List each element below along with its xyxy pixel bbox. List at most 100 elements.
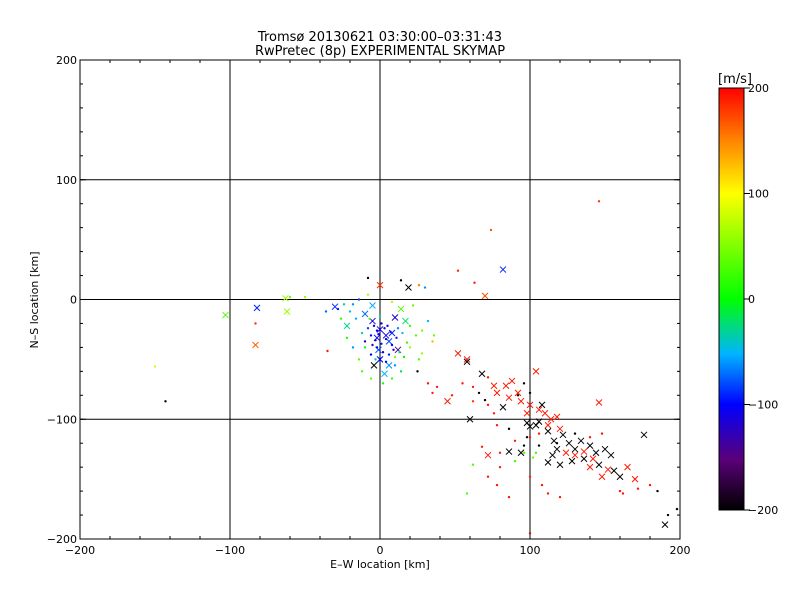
- data-point-dot: [380, 342, 383, 346]
- data-point-dot: [164, 400, 167, 403]
- cross-stroke: [556, 425, 564, 433]
- cross-stroke: [550, 437, 558, 445]
- data-point-cross: [544, 427, 552, 435]
- x-tick-label: −200: [65, 544, 95, 557]
- cross-stroke: [388, 329, 396, 337]
- cross-stroke: [568, 457, 576, 465]
- data-point-dot: [411, 304, 415, 307]
- cross-stroke: [376, 356, 384, 363]
- cross-stroke: [598, 473, 606, 481]
- data-point-dot: [393, 364, 397, 367]
- data-point-dot: [555, 442, 559, 445]
- cross-stroke: [493, 389, 501, 397]
- cross-stroke: [562, 449, 570, 457]
- data-point-cross: [454, 350, 462, 357]
- cross-stroke: [375, 346, 382, 354]
- data-point-cross: [631, 475, 639, 483]
- data-point-dot: [461, 382, 464, 385]
- data-point-cross: [532, 421, 540, 429]
- data-point-cross: [523, 409, 531, 417]
- cross-stroke: [222, 311, 229, 319]
- cross-stroke: [253, 304, 261, 312]
- cross-stroke: [505, 394, 513, 402]
- cross-stroke: [405, 284, 412, 291]
- data-point-dot: [348, 310, 352, 313]
- data-point-dot: [656, 489, 659, 493]
- data-point-cross: [391, 314, 399, 321]
- data-point-dot: [363, 346, 367, 349]
- data-point-cross: [535, 406, 543, 414]
- y-tick-label: 200: [56, 54, 77, 67]
- data-point-cross: [484, 451, 492, 459]
- data-point-dot: [531, 456, 535, 459]
- data-point-dot: [380, 322, 383, 325]
- data-point-dot: [371, 343, 374, 347]
- cross-stroke: [484, 451, 492, 459]
- cross-stroke: [532, 421, 540, 429]
- data-point-cross: [376, 326, 384, 333]
- data-point-dot: [387, 353, 391, 356]
- data-point-cross: [589, 455, 597, 463]
- cross-stroke: [607, 451, 615, 459]
- data-point-cross: [610, 467, 618, 475]
- data-point-dot: [465, 492, 469, 495]
- data-point-dot: [405, 341, 409, 344]
- data-point-dot: [558, 495, 562, 499]
- data-point-cross: [499, 266, 507, 273]
- data-point-dot: [354, 317, 358, 320]
- colorbar-label: [m/s]: [718, 72, 752, 87]
- data-point-cross: [376, 281, 384, 289]
- data-point-dot: [351, 303, 355, 306]
- data-point-dot: [395, 336, 398, 340]
- data-point-cross: [601, 445, 609, 453]
- cross-stroke: [631, 475, 639, 483]
- data-point-dot: [471, 400, 475, 403]
- cross-stroke: [526, 401, 534, 409]
- data-point-dot: [390, 343, 394, 347]
- cross-stroke: [376, 326, 384, 333]
- data-point-cross: [577, 437, 585, 445]
- data-point-dot: [507, 427, 511, 431]
- data-point-dot: [369, 377, 373, 380]
- y-tick-label: 0: [70, 294, 77, 307]
- data-point-dot: [402, 355, 406, 359]
- data-point-dot: [345, 336, 349, 340]
- data-point-cross: [598, 473, 606, 481]
- data-point-dot: [522, 382, 526, 385]
- data-point-dot: [431, 340, 434, 343]
- data-point-cross: [553, 413, 561, 421]
- cross-stroke: [544, 427, 552, 435]
- data-point-cross: [508, 377, 516, 385]
- data-point-cross: [559, 431, 567, 439]
- cross-stroke: [526, 423, 534, 430]
- y-tick-label: −200: [47, 533, 77, 546]
- cross-stroke: [549, 451, 556, 459]
- data-point-dot: [486, 403, 490, 407]
- x-tick-label: 200: [670, 544, 691, 557]
- data-point-dot: [401, 331, 404, 335]
- colorbar-tick-label: 200: [748, 82, 769, 95]
- data-point-dot: [636, 487, 640, 490]
- data-point-cross: [544, 459, 552, 466]
- data-point-cross: [481, 292, 489, 300]
- cross-stroke: [595, 461, 603, 469]
- data-point-dot: [366, 293, 370, 296]
- cross-stroke: [661, 521, 669, 528]
- data-point-dot: [420, 329, 424, 332]
- cross-stroke: [532, 367, 540, 375]
- data-point-cross: [370, 362, 378, 369]
- cross-stroke: [523, 419, 531, 427]
- cross-stroke: [580, 448, 588, 455]
- data-point-dot: [339, 317, 343, 320]
- cross-stroke: [517, 397, 525, 405]
- cross-stroke: [508, 377, 516, 385]
- data-point-dot: [513, 439, 517, 443]
- cross-stroke: [538, 401, 546, 409]
- data-point-dot: [537, 432, 541, 435]
- data-point-dot: [416, 370, 419, 373]
- cross-stroke: [505, 448, 513, 455]
- cross-stroke: [369, 302, 376, 309]
- data-point-cross: [553, 445, 561, 453]
- data-point-dot: [588, 436, 592, 439]
- data-point-cross: [526, 401, 534, 409]
